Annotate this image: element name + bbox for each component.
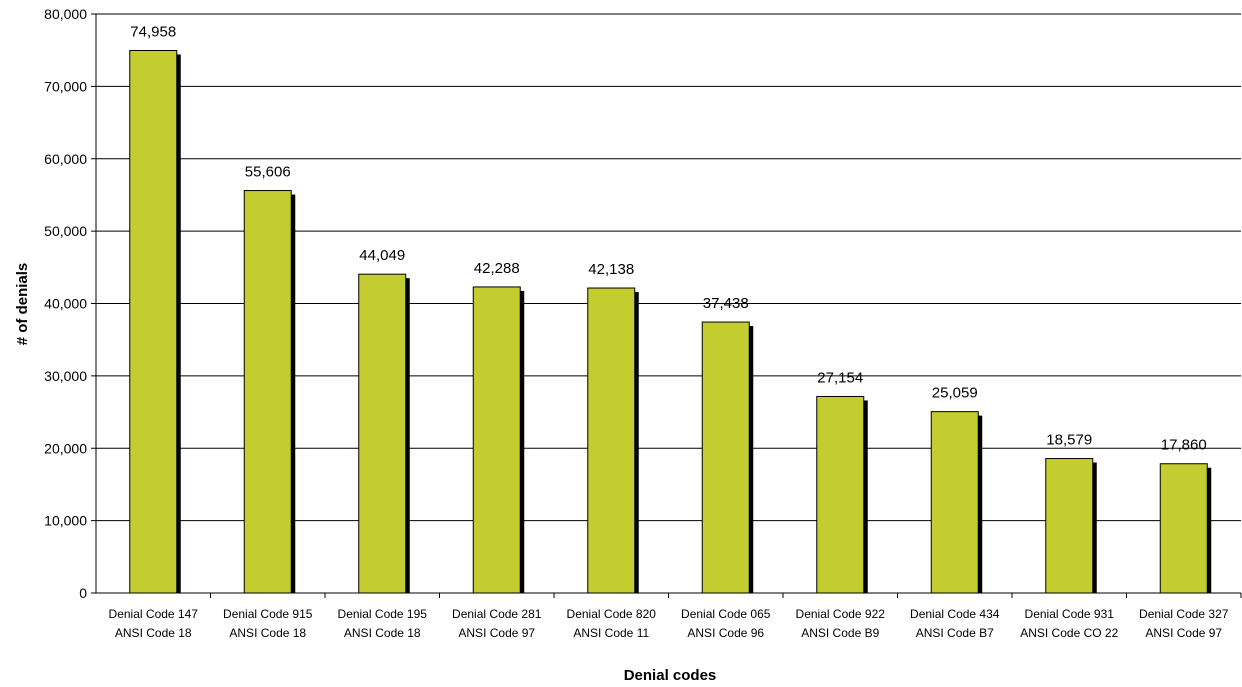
y-tick-label: 50,000 [44, 223, 87, 239]
bar [930, 411, 979, 594]
y-axis-title: # of denials [14, 263, 31, 346]
y-tick-label: 10,000 [44, 513, 87, 529]
data-label: 18,579 [1046, 432, 1092, 449]
y-tick-label: 0 [79, 585, 87, 601]
y-tick-label: 80,000 [44, 6, 87, 22]
x-tick-label: ANSI Code 11 [573, 626, 649, 640]
x-tick-label: ANSI Code CO 22 [1020, 626, 1118, 640]
x-tick-label: ANSI Code B9 [801, 626, 879, 640]
y-tick-label: 40,000 [44, 296, 87, 312]
bar [358, 273, 407, 594]
x-tick-label: Denial Code 931 [1025, 607, 1115, 621]
bar [1159, 463, 1208, 594]
bar [1045, 458, 1094, 594]
data-label: 74,958 [130, 23, 176, 40]
x-tick-label: ANSI Code B7 [916, 626, 994, 640]
x-tick-label: ANSI Code 96 [687, 626, 764, 640]
data-label: 42,138 [588, 261, 634, 278]
bar [816, 395, 865, 594]
x-tick-label: Denial Code 820 [567, 607, 657, 621]
axes [91, 13, 1242, 598]
bars [129, 49, 1212, 594]
data-label: 27,154 [817, 369, 863, 386]
y-tick-label: 30,000 [44, 368, 87, 384]
x-tick-label: ANSI Code 18 [344, 626, 421, 640]
y-tick-label: 70,000 [44, 78, 87, 94]
y-tick-label: 60,000 [44, 151, 87, 167]
data-label: 17,860 [1161, 437, 1207, 454]
x-tick-label: Denial Code 147 [109, 607, 199, 621]
labels: 0 10,000 20,000 30,000 40,000 50,000 60,000 70,… [44, 6, 1229, 640]
x-tick-label: ANSI Code 97 [1145, 626, 1222, 640]
x-tick-label: ANSI Code 18 [229, 626, 306, 640]
x-tick-label: Denial Code 434 [910, 607, 1000, 621]
x-axis-title: Denial codes [624, 667, 717, 684]
x-tick-label: ANSI Code 18 [115, 626, 192, 640]
data-label: 44,049 [359, 247, 405, 264]
data-label: 37,438 [703, 295, 749, 312]
data-label: 25,059 [932, 385, 978, 402]
bar [701, 321, 750, 594]
bar [587, 287, 636, 594]
bar [472, 286, 521, 594]
data-label: 42,288 [474, 260, 520, 277]
y-tick-label: 20,000 [44, 440, 87, 456]
x-tick-label: Denial Code 922 [796, 607, 886, 621]
data-label: 55,606 [245, 164, 291, 181]
x-tick-label: Denial Code 327 [1139, 607, 1229, 621]
x-tick-label: ANSI Code 97 [458, 626, 535, 640]
x-tick-label: Denial Code 195 [338, 607, 428, 621]
x-tick-label: Denial Code 281 [452, 607, 542, 621]
x-tick-label: Denial Code 915 [223, 607, 313, 621]
bar [129, 49, 178, 594]
x-tick-label: Denial Code 065 [681, 607, 771, 621]
bar [243, 190, 292, 594]
